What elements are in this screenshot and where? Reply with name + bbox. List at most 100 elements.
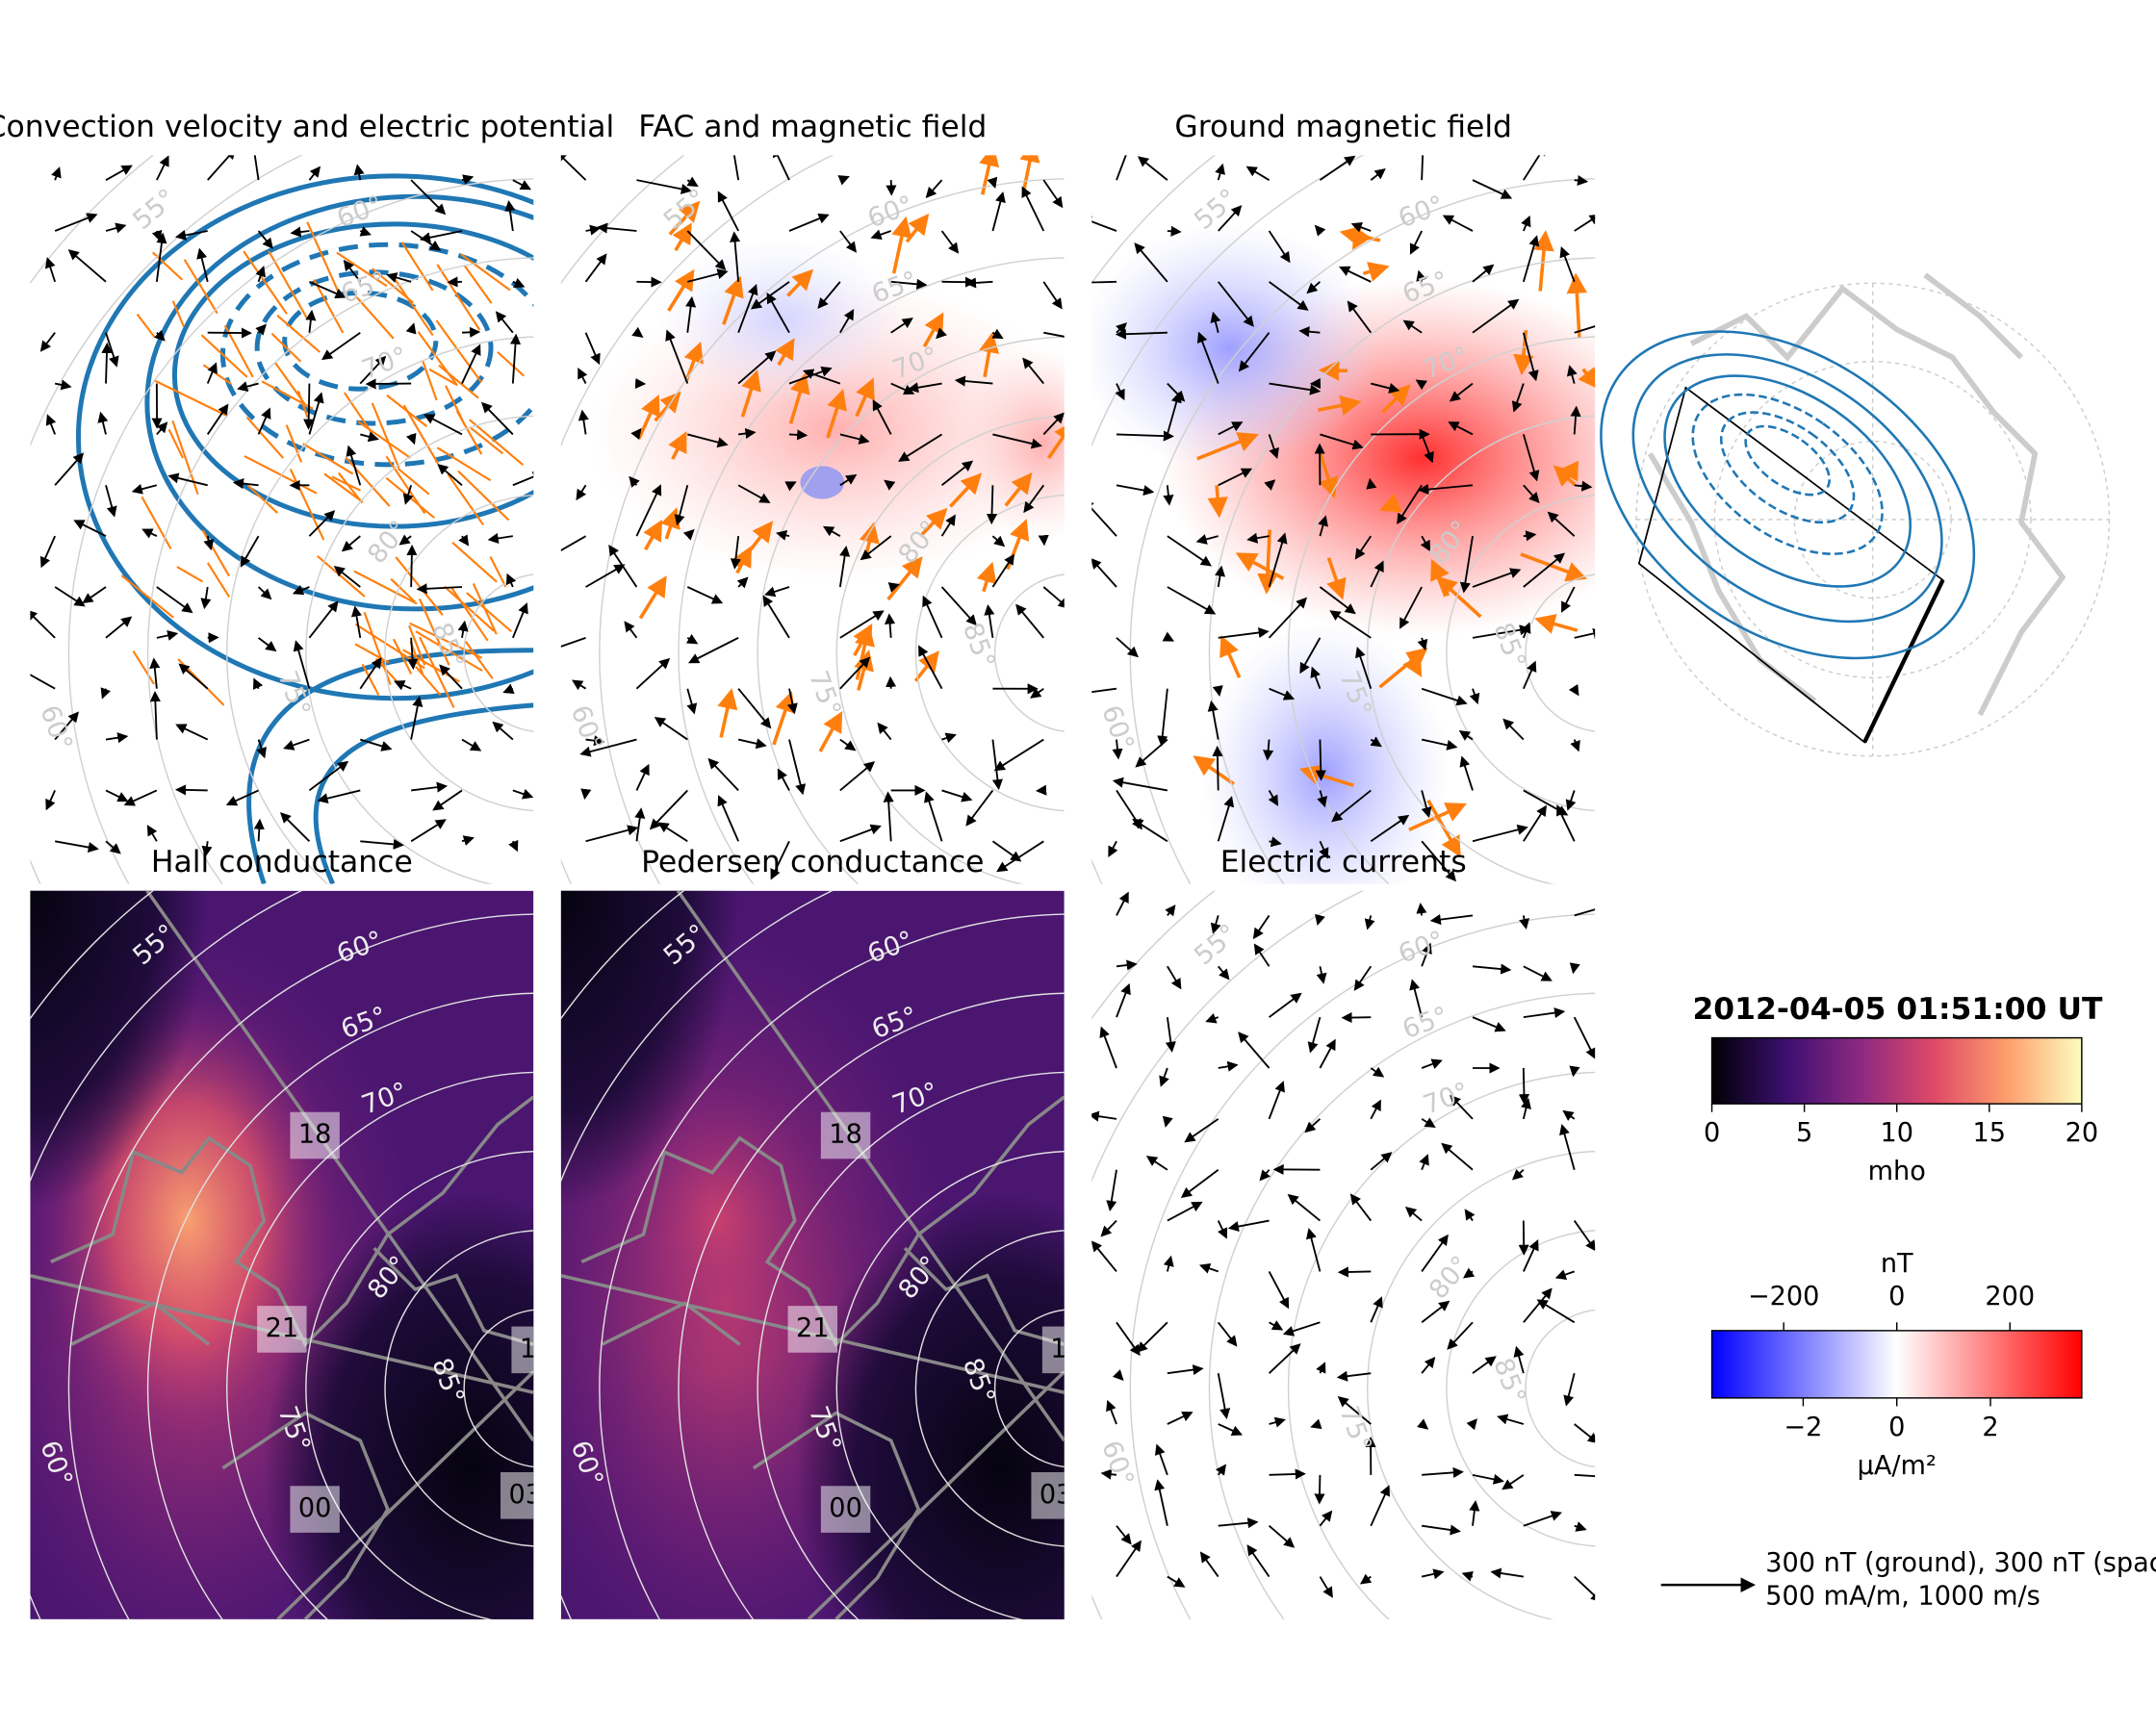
- vector: [206, 362, 218, 384]
- vector: [596, 222, 637, 234]
- vector: [560, 535, 587, 552]
- vector: [1218, 626, 1270, 639]
- vector: [987, 176, 998, 190]
- vector: [762, 595, 790, 639]
- panel-title: Pedersen conductance: [641, 845, 984, 879]
- vector: [1268, 532, 1288, 588]
- orange-vector: [1196, 432, 1259, 461]
- vector: [560, 636, 586, 648]
- vector: [786, 688, 798, 715]
- vector: [1316, 1362, 1326, 1374]
- overview-edge: [1862, 578, 1945, 744]
- vector: [1218, 468, 1253, 487]
- vector: [560, 155, 587, 181]
- colorbar-tick-label: 200: [1985, 1282, 2035, 1312]
- mlt-box: [1041, 1326, 1065, 1374]
- vector: [884, 479, 896, 491]
- vector: [280, 812, 311, 842]
- orange-vector: [201, 529, 230, 577]
- orange-vector: [200, 334, 248, 378]
- vector: [1469, 688, 1480, 705]
- potential-contour: [246, 648, 534, 884]
- vector: [1116, 637, 1139, 658]
- vector: [1305, 1228, 1322, 1272]
- vector: [1159, 1067, 1169, 1087]
- vector: [200, 586, 212, 610]
- vector: [1421, 1568, 1445, 1580]
- mlt-label: 15: [520, 1334, 553, 1363]
- vector: [255, 266, 266, 283]
- vector: [1409, 230, 1423, 255]
- orange-vector: [1318, 360, 1348, 381]
- vector: [447, 276, 463, 288]
- vector: [1421, 155, 1424, 181]
- orange-vector: [788, 372, 810, 424]
- vector: [1370, 1099, 1381, 1120]
- vector: [1319, 1576, 1333, 1598]
- orange-vector: [141, 496, 172, 549]
- lat-circle: [993, 573, 1065, 732]
- vector: [717, 795, 739, 842]
- orange-vector: [1430, 558, 1450, 597]
- colorbar-tick-label: −200: [1748, 1282, 1820, 1312]
- orange-vector: [855, 624, 875, 680]
- lat-circle: [993, 1309, 1065, 1468]
- orange-vector: [313, 278, 345, 334]
- vector: [257, 230, 273, 249]
- vector: [1196, 331, 1219, 384]
- vector: [1195, 534, 1219, 545]
- vector: [511, 602, 528, 639]
- vector: [1472, 963, 1512, 975]
- overview-contour: [1719, 411, 1856, 524]
- vector: [1180, 1168, 1219, 1198]
- vector: [717, 191, 739, 232]
- orange-vector: [1435, 575, 1482, 619]
- vector: [1450, 1094, 1474, 1120]
- overview-contour: [1744, 424, 1831, 497]
- vector: [922, 595, 943, 639]
- orange-vector: [1326, 557, 1347, 600]
- vector: [1502, 718, 1525, 741]
- vector: [54, 586, 86, 607]
- colorbar-tick-label: −2: [1784, 1413, 1822, 1442]
- vector: [572, 679, 587, 691]
- orange-vector: [243, 250, 288, 315]
- vector: [1561, 586, 1576, 613]
- panel-title: Ground magnetic field: [1174, 110, 1512, 144]
- vector: [257, 407, 271, 435]
- vector: [105, 840, 121, 854]
- orange-vector: [436, 446, 492, 482]
- vector: [883, 791, 894, 842]
- mlt-box: [787, 1306, 837, 1353]
- vector: [954, 375, 993, 387]
- vector: [290, 226, 310, 238]
- vector: [991, 328, 1004, 340]
- vector: [402, 485, 414, 505]
- vector: [1116, 1540, 1142, 1578]
- vector: [839, 610, 885, 639]
- fac-blob: [800, 466, 845, 499]
- vector: [1319, 1510, 1333, 1527]
- vector: [1167, 1412, 1194, 1425]
- fac-blob: [656, 238, 905, 403]
- vector: [1091, 1110, 1117, 1122]
- vector: [1316, 966, 1327, 984]
- orange-vector: [922, 312, 944, 348]
- vector: [54, 213, 98, 232]
- vector: [886, 675, 897, 689]
- vector: [359, 226, 372, 237]
- vector: [630, 427, 642, 441]
- vector: [461, 326, 481, 338]
- vector: [687, 637, 739, 664]
- vector: [890, 278, 928, 290]
- vector: [156, 155, 169, 181]
- vector: [686, 688, 698, 715]
- vector: [1402, 319, 1423, 334]
- vector: [1559, 1123, 1576, 1170]
- vector: [1116, 959, 1138, 971]
- vector: [986, 485, 998, 525]
- vector: [405, 432, 417, 446]
- panel: 55° 60°65°70°75°80°85°60°: [30, 155, 534, 884]
- vector: [1264, 479, 1276, 491]
- overview-contour: [1691, 393, 1884, 555]
